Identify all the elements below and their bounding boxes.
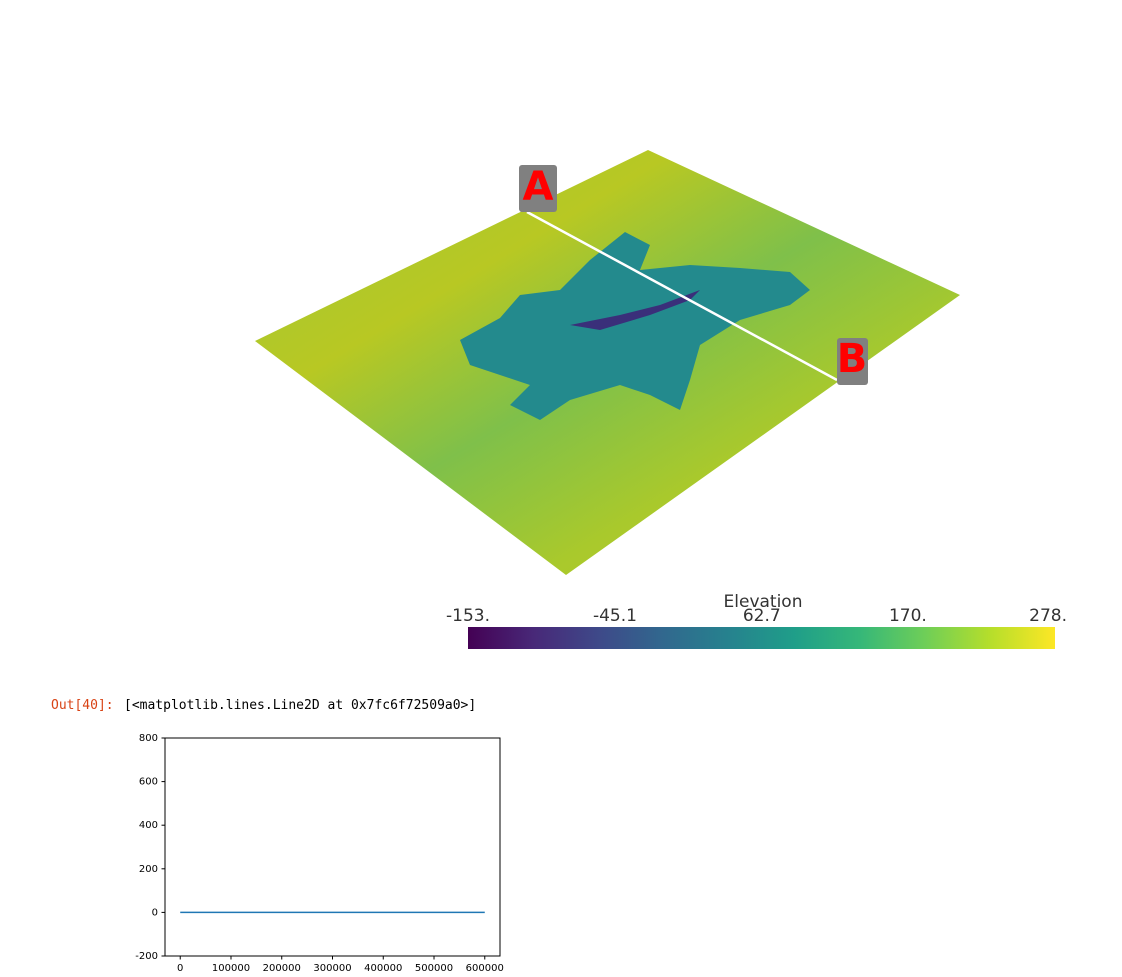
- colorbar-tick-label: 278.: [1029, 606, 1067, 626]
- marker-box: [837, 338, 868, 385]
- x-tick-label: 300000: [313, 963, 351, 974]
- terrain-render: A B Elevation -153. -45.1 62.7 170. 278.: [255, 150, 1067, 649]
- x-tick-label: 0: [177, 963, 183, 974]
- colorbar-tick-label: 170.: [889, 606, 927, 626]
- marker-label: B: [837, 336, 868, 382]
- x-tick-label: 500000: [415, 963, 453, 974]
- y-tick-label: 400: [139, 820, 158, 831]
- x-tick-label: 200000: [263, 963, 301, 974]
- colorbar-title: Elevation: [724, 592, 803, 612]
- x-tick-label: 100000: [212, 963, 250, 974]
- valley-floor: [570, 290, 700, 330]
- colorbar: [468, 627, 1055, 649]
- y-tick-label: 800: [139, 733, 158, 744]
- x-tick-label: 400000: [364, 963, 402, 974]
- colorbar-tick-label: -45.1: [593, 606, 637, 626]
- marker-box: [519, 165, 557, 212]
- y-tick-label: 0: [152, 907, 158, 918]
- axes-frame: [164, 737, 501, 957]
- colorbar-tick-label: 62.7: [743, 606, 781, 626]
- colorbar-tick-label: -153.: [446, 606, 490, 626]
- profile-line: [526, 210, 838, 382]
- output-prompt: Out[40]:: [51, 698, 114, 713]
- y-tick-label: 600: [139, 777, 158, 788]
- x-tick-label: 600000: [466, 963, 504, 974]
- y-tick-label: -200: [135, 951, 158, 962]
- chart: -200 0 200 400 600 800 0 100000 200000 300000 4000…: [135, 733, 504, 974]
- valley: [460, 232, 810, 420]
- output-text: [<matplotlib.lines.Line2D at 0x7fc6f7250…: [124, 698, 477, 713]
- marker-label: A: [523, 164, 554, 210]
- y-tick-label: 200: [139, 864, 158, 875]
